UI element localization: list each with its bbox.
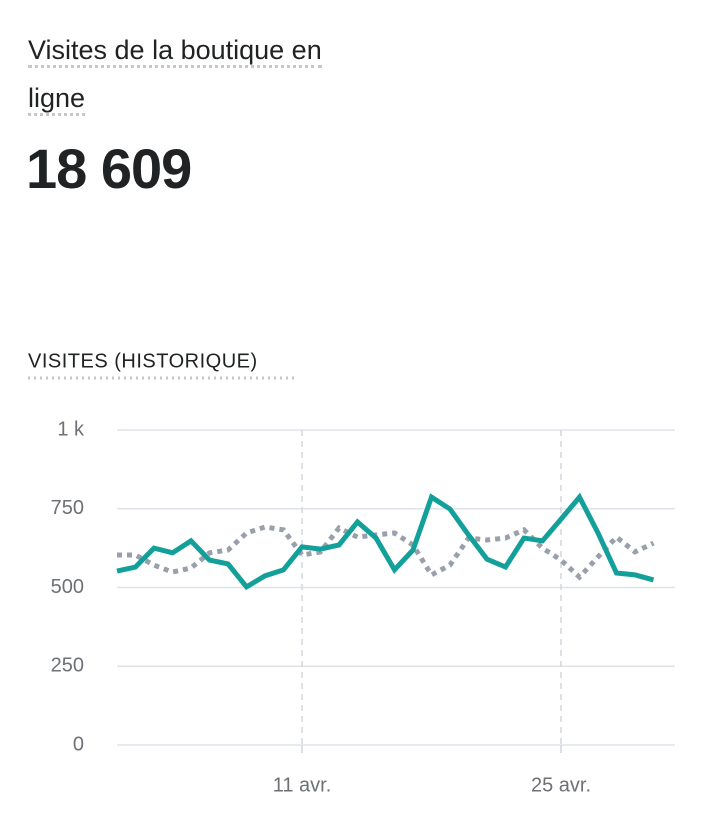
y-tick-label: 500 bbox=[51, 576, 84, 598]
y-tick-label: 750 bbox=[51, 497, 84, 519]
y-tick-label: 250 bbox=[51, 655, 84, 677]
y-tick-label: 0 bbox=[73, 733, 84, 755]
x-tick-label: 25 avr. bbox=[531, 774, 591, 796]
total-value: 18 609 bbox=[26, 137, 192, 200]
series-line bbox=[116, 492, 655, 591]
x-tick-label: 11 avr. bbox=[273, 774, 332, 796]
chart-title: VISITES (HISTORIQUE) bbox=[28, 350, 258, 372]
card-title: Visites de la boutique en ligne bbox=[28, 26, 368, 122]
card-title-text: Visites de la boutique en ligne bbox=[28, 35, 322, 116]
series-line bbox=[117, 524, 655, 581]
y-tick-label: 1 k bbox=[57, 418, 85, 440]
